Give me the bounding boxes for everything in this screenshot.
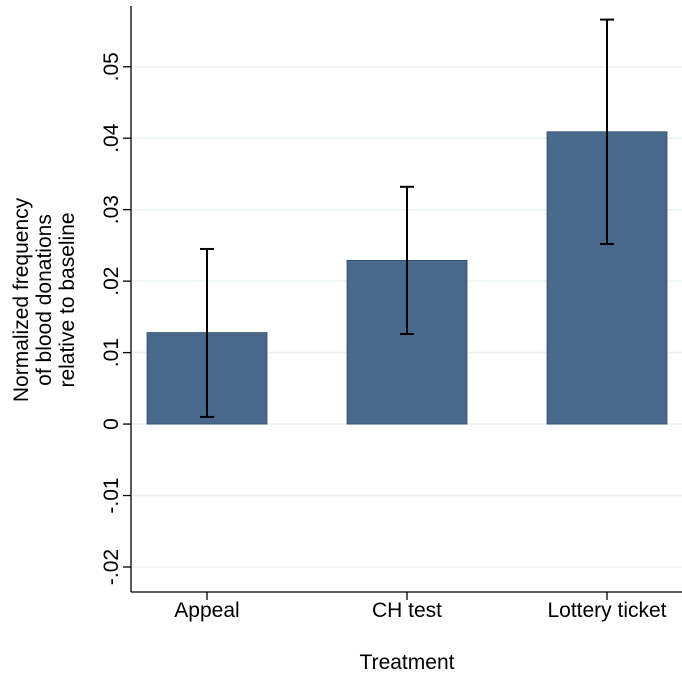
y-ticks: -.02 -.01 0 .01 .02 .03 .04 .05 bbox=[100, 52, 131, 585]
y-axis-title: Normalized frequency of blood donations … bbox=[10, 197, 79, 402]
y-axis-title-line-2: of blood donations bbox=[33, 214, 56, 386]
y-tick-label: -.01 bbox=[100, 477, 123, 513]
x-tick-label: Appeal bbox=[174, 599, 239, 622]
y-axis-title-line-1: Normalized frequency bbox=[10, 197, 33, 402]
y-tick-label: .05 bbox=[100, 52, 123, 81]
x-ticks: Appeal CH test Lottery ticket bbox=[174, 592, 667, 622]
y-tick-label: .03 bbox=[100, 195, 123, 224]
y-tick-label: 0 bbox=[100, 418, 123, 430]
x-axis-title: Treatment bbox=[360, 651, 455, 674]
x-tick-label: Lottery ticket bbox=[547, 599, 666, 622]
x-tick-label: CH test bbox=[372, 599, 442, 622]
y-tick-label: -.02 bbox=[100, 549, 123, 585]
y-tick-label: .04 bbox=[100, 123, 123, 153]
y-axis-title-line-3: relative to baseline bbox=[56, 212, 79, 387]
y-tick-label: .02 bbox=[100, 267, 123, 296]
error-bars bbox=[200, 18, 614, 418]
y-tick-label: .01 bbox=[100, 338, 123, 367]
